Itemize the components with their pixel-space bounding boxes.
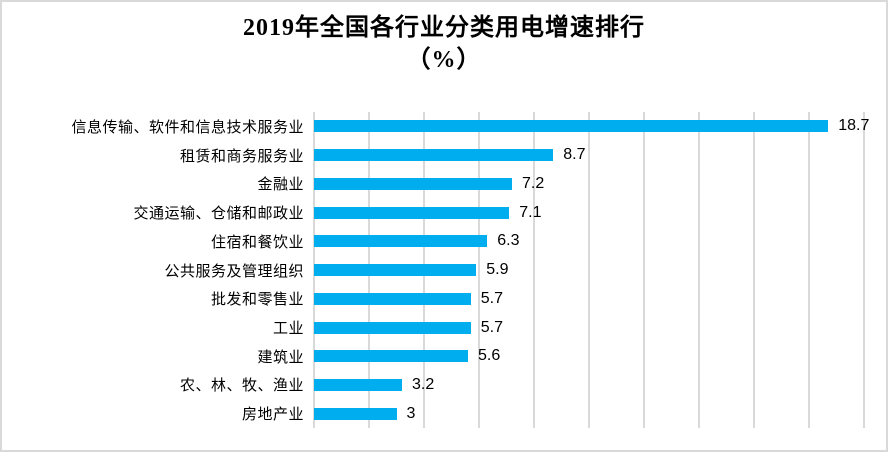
category-axis: 信息传输、软件和信息技术服务业租赁和商务服务业金融业交通运输、仓储和邮政业住宿和… bbox=[2, 112, 304, 428]
value-label: 5.9 bbox=[486, 261, 509, 279]
bar-row: 3 bbox=[314, 399, 864, 428]
category-label: 建筑业 bbox=[257, 349, 304, 366]
bar-row: 5.7 bbox=[314, 313, 864, 342]
bar bbox=[314, 350, 468, 363]
gridline bbox=[698, 112, 700, 428]
chart-title-line2: （%） bbox=[406, 47, 482, 74]
bar bbox=[314, 120, 829, 133]
bar-row: 7.1 bbox=[314, 198, 864, 227]
category-label: 交通运输、仓储和邮政业 bbox=[133, 206, 304, 223]
bar-row: 5.7 bbox=[314, 284, 864, 313]
category-label: 租赁和商务服务业 bbox=[179, 148, 304, 165]
category-label: 工业 bbox=[272, 321, 304, 337]
bar-row: 5.6 bbox=[314, 342, 864, 371]
plot-area: 18.7 8.7 7.2 7.1 6.3 5.9 5.7 5.7 5.6 3.2 3 bbox=[313, 112, 869, 428]
bar-row: 3.2 bbox=[314, 371, 864, 400]
gridline bbox=[753, 112, 755, 428]
bar-row: 18.7 bbox=[314, 112, 869, 141]
value-label: 6.3 bbox=[497, 232, 520, 250]
value-label: 8.7 bbox=[563, 146, 586, 164]
bar bbox=[314, 378, 402, 391]
bar bbox=[314, 206, 510, 219]
gridline bbox=[533, 112, 535, 428]
category-label: 住宿和餐饮业 bbox=[210, 234, 304, 251]
bar-series: 18.7 8.7 7.2 7.1 6.3 5.9 5.7 5.7 5.6 3.2 3 bbox=[314, 112, 869, 428]
bar-row: 8.7 bbox=[314, 141, 864, 170]
value-label: 5.7 bbox=[480, 289, 503, 307]
category-label: 房地产业 bbox=[241, 407, 304, 424]
chart-title-line1: 2019年全国各行业分类用电增速排行 bbox=[243, 15, 645, 41]
bar bbox=[314, 264, 477, 277]
bar bbox=[314, 407, 397, 420]
chart-title: 2019年全国各行业分类用电增速排行 （%） bbox=[2, 12, 886, 77]
value-label: 5.7 bbox=[480, 318, 503, 336]
gridline bbox=[808, 112, 810, 428]
bar bbox=[314, 235, 488, 248]
bar bbox=[314, 321, 471, 334]
category-label: 信息传输、软件和信息技术服务业 bbox=[71, 119, 304, 136]
gridline bbox=[588, 112, 590, 428]
category-label: 公共服务及管理组织 bbox=[164, 263, 304, 280]
category-label: 金融业 bbox=[257, 177, 304, 194]
category-label: 批发和零售业 bbox=[210, 292, 304, 309]
category-label: 农、林、牧、渔业 bbox=[179, 378, 304, 395]
gridline bbox=[643, 112, 645, 428]
value-label: 3 bbox=[406, 404, 416, 422]
bar-row: 5.9 bbox=[314, 256, 864, 285]
value-label: 5.6 bbox=[478, 347, 501, 365]
gridline bbox=[863, 112, 865, 428]
bar bbox=[314, 292, 471, 305]
bar-row: 7.2 bbox=[314, 169, 864, 198]
value-label: 3.2 bbox=[412, 375, 435, 393]
value-label: 7.2 bbox=[522, 174, 545, 192]
value-label: 18.7 bbox=[838, 117, 870, 135]
value-label: 7.1 bbox=[519, 203, 542, 221]
bar bbox=[314, 149, 554, 162]
gridline bbox=[478, 112, 480, 428]
bar-row: 6.3 bbox=[314, 227, 864, 256]
bar bbox=[314, 177, 512, 190]
